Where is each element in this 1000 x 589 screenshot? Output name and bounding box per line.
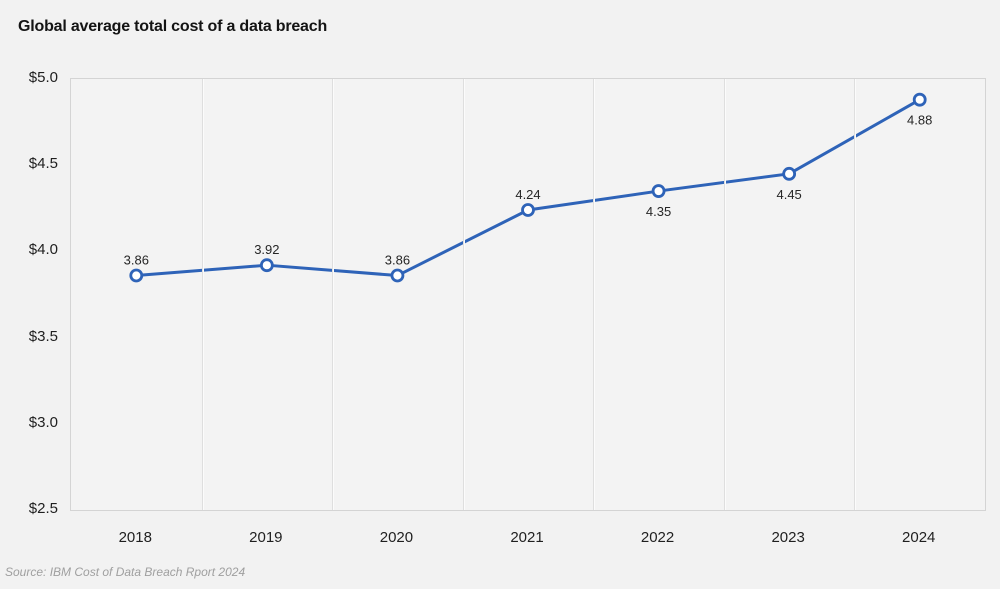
data-point-label: 4.24: [515, 187, 540, 202]
x-tick-label: 2023: [771, 529, 805, 546]
gridline: [854, 79, 857, 510]
data-point: [782, 166, 797, 181]
y-tick-label: $4.5: [28, 155, 58, 173]
plot-area: 3.86 3.92 3.86 4.24 4.35 4.45 4.88: [70, 78, 986, 511]
chart-title: Global average total cost of a data brea…: [18, 18, 328, 35]
gridline: [462, 79, 465, 510]
data-point-label: 3.92: [254, 242, 279, 257]
y-tick-label: $3.5: [28, 327, 58, 345]
x-tick-label: 2022: [640, 529, 675, 546]
y-tick-label: $5.0: [28, 69, 58, 86]
x-tick-label: 2020: [379, 529, 414, 546]
data-point: [521, 203, 535, 217]
data-point: [259, 258, 274, 273]
data-point: [390, 268, 405, 283]
data-point-label: 4.45: [776, 187, 801, 202]
y-tick-label: $4.0: [28, 241, 58, 259]
gridline: [593, 79, 596, 510]
data-point: [129, 268, 144, 283]
y-tick-label: $3.0: [28, 413, 58, 431]
data-point-label: 4.35: [646, 204, 671, 219]
x-tick-label: 2018: [118, 529, 152, 546]
gridline: [723, 79, 726, 510]
y-tick-label: $2.5: [28, 500, 58, 517]
data-point: [651, 184, 666, 198]
gridline: [201, 79, 204, 510]
gridline: [332, 79, 335, 510]
x-tick-label: 2021: [510, 529, 544, 546]
data-point: [912, 92, 927, 107]
x-axis: 2018 2019 2020 2021 2022 2023 2024: [70, 524, 986, 548]
source-note: Source: IBM Cost of Data Breach Rport 20…: [5, 565, 246, 579]
data-point-label: 3.86: [124, 253, 149, 268]
data-point-label: 3.86: [385, 253, 410, 268]
x-tick-label: 2024: [902, 529, 936, 546]
data-point-label: 4.88: [907, 113, 932, 128]
x-tick-label: 2019: [249, 529, 283, 546]
y-axis: $5.0 $4.5 $4.0 $3.5 $3.0 $2.5: [0, 69, 58, 517]
line-series-svg: 3.86 3.92 3.86 4.24 4.35 4.45 4.88: [124, 92, 932, 283]
